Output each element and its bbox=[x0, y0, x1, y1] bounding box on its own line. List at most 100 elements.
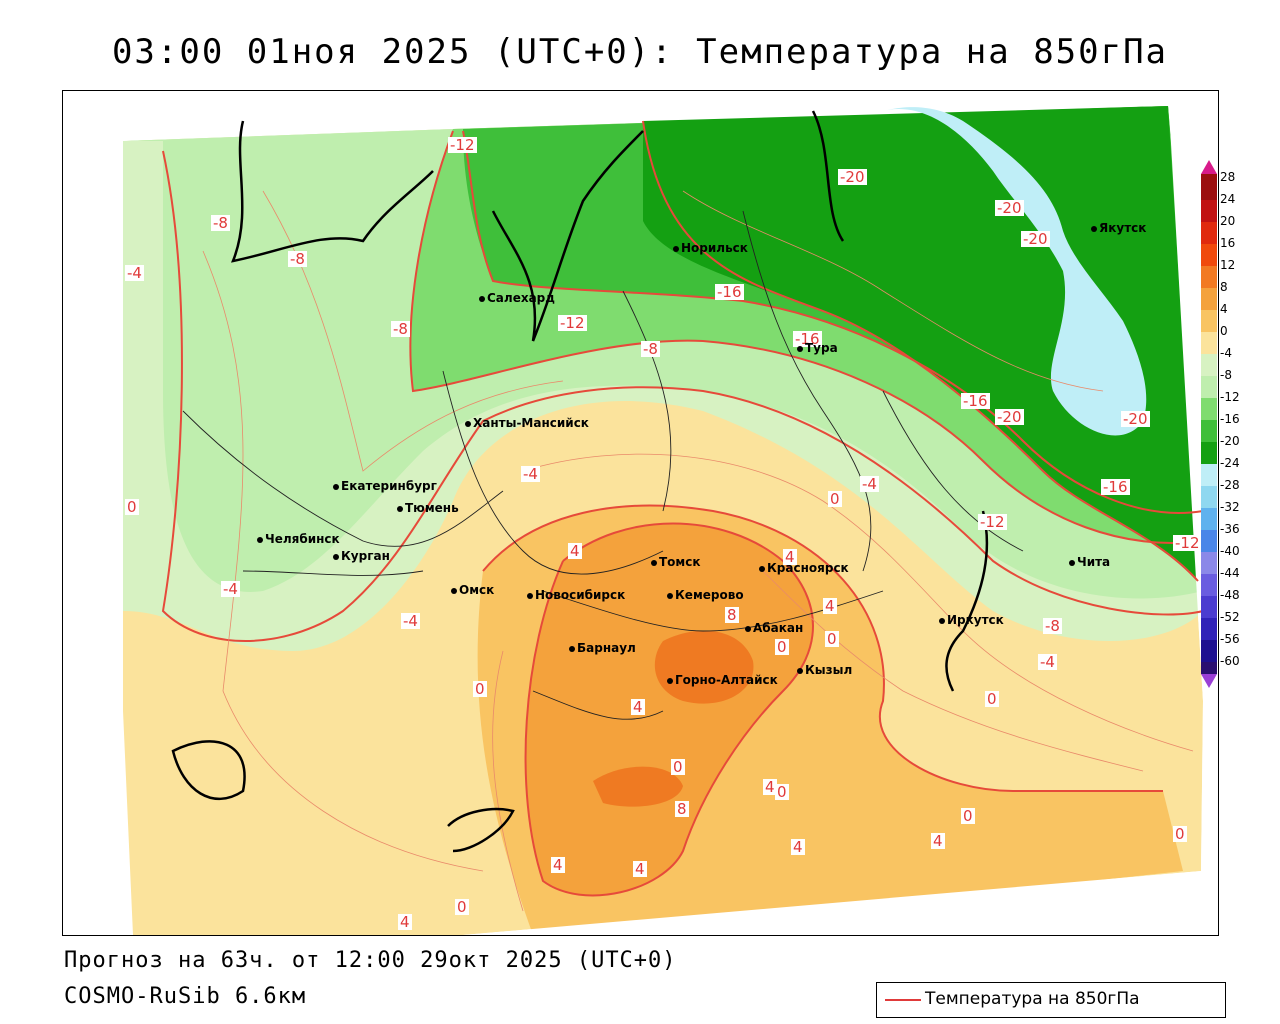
city-label: Кызыл bbox=[805, 663, 853, 677]
scale-tick: -28 bbox=[1220, 478, 1240, 492]
contour-label: 0 bbox=[985, 690, 999, 708]
contour-label: -16 bbox=[1101, 478, 1130, 496]
contour-label: -8 bbox=[391, 320, 410, 338]
city-marker bbox=[759, 565, 765, 572]
scale-tick: -60 bbox=[1220, 654, 1240, 668]
contour-label: 0 bbox=[775, 783, 789, 801]
legend-line-swatch bbox=[885, 999, 921, 1001]
scale-tick: 8 bbox=[1220, 280, 1228, 294]
color-scale bbox=[1201, 160, 1217, 688]
off-domain-left bbox=[63, 91, 133, 935]
city-label: Томск bbox=[659, 555, 701, 569]
contour-label: 4 bbox=[633, 860, 647, 878]
city-ekaterinburg: Екатеринбург bbox=[333, 479, 437, 493]
scale-seg bbox=[1201, 288, 1217, 310]
scale-tick: -24 bbox=[1220, 456, 1240, 470]
contour-label: 0 bbox=[828, 490, 842, 508]
city-tyumen: Тюмень bbox=[397, 501, 459, 515]
city-label: Барнаул bbox=[577, 641, 636, 655]
scale-seg bbox=[1201, 376, 1217, 398]
contour-label: -8 bbox=[641, 340, 660, 358]
city-barnaul: Барнаул bbox=[569, 641, 636, 655]
contour-label: 4 bbox=[631, 698, 645, 716]
city-label: Иркутск bbox=[947, 613, 1004, 627]
city-marker bbox=[745, 625, 751, 632]
contour-label: 8 bbox=[725, 606, 739, 624]
scale-seg bbox=[1201, 200, 1217, 222]
city-marker bbox=[1069, 559, 1075, 566]
city-label: Челябинск bbox=[265, 532, 340, 546]
city-omsk: Омск bbox=[451, 583, 494, 597]
city-label: Салехард bbox=[487, 291, 555, 305]
city-marker bbox=[451, 587, 457, 594]
city-salekhard: Салехард bbox=[479, 291, 555, 305]
contour-label: 4 bbox=[763, 778, 777, 796]
contour-label: -20 bbox=[1021, 230, 1050, 248]
contour-label: 0 bbox=[825, 630, 839, 648]
contour-label: 4 bbox=[398, 913, 412, 931]
scale-seg bbox=[1201, 222, 1217, 244]
city-label: Чита bbox=[1077, 555, 1111, 569]
scale-bottom-arrow bbox=[1201, 674, 1217, 688]
scale-seg bbox=[1201, 174, 1217, 200]
scale-seg bbox=[1201, 464, 1217, 486]
off-domain-bottom-right bbox=[463, 871, 1218, 935]
scale-tick: 28 bbox=[1220, 170, 1236, 184]
contour-label: -4 bbox=[860, 475, 879, 493]
scale-seg bbox=[1201, 486, 1217, 508]
city-label: Тура bbox=[805, 341, 838, 355]
contour-label: -8 bbox=[1043, 617, 1062, 635]
contour-label: -4 bbox=[521, 465, 540, 483]
contour-label: -12 bbox=[558, 314, 587, 332]
city-label: Ханты-Мансийск bbox=[473, 416, 589, 430]
contour-label: 0 bbox=[775, 638, 789, 656]
contour-label: 4 bbox=[551, 856, 565, 874]
contour-label: 4 bbox=[783, 548, 797, 566]
city-marker bbox=[257, 536, 263, 543]
contour-label: -16 bbox=[793, 330, 822, 348]
city-abakan: Абакан bbox=[745, 621, 803, 635]
field-12-16 bbox=[654, 630, 754, 704]
city-label: Тюмень bbox=[405, 501, 459, 515]
scale-tick: -56 bbox=[1220, 632, 1240, 646]
contour-label: -20 bbox=[995, 408, 1024, 426]
admin-borders bbox=[182, 210, 1024, 720]
scale-seg bbox=[1201, 574, 1217, 596]
scale-seg bbox=[1201, 420, 1217, 442]
scale-seg bbox=[1201, 354, 1217, 376]
city-marker bbox=[939, 617, 945, 624]
field-12-16-b bbox=[593, 766, 683, 807]
city-chelyabinsk: Челябинск bbox=[257, 532, 340, 546]
scale-tick: -16 bbox=[1220, 412, 1240, 426]
city-norilsk: Норильск bbox=[673, 241, 748, 255]
city-marker bbox=[479, 295, 485, 302]
city-marker bbox=[333, 483, 339, 490]
scale-seg bbox=[1201, 266, 1217, 288]
contour-label: -8 bbox=[288, 250, 307, 268]
field-below-minus20 bbox=[883, 107, 1147, 436]
city-khanty-mansiysk: Ханты-Мансийск bbox=[465, 416, 589, 430]
city-label: Абакан bbox=[753, 621, 804, 635]
temperature-map[interactable]: -12 -20 -20 -20 -8 -8 -4 -16 -12 -8 -16 … bbox=[62, 90, 1219, 936]
city-label: Курган bbox=[341, 549, 390, 563]
city-marker bbox=[651, 559, 657, 566]
city-label: Красноярск bbox=[767, 561, 849, 575]
scale-tick: -48 bbox=[1220, 588, 1240, 602]
city-novosibirsk: Новосибирск bbox=[527, 588, 625, 602]
contour-label: -12 bbox=[448, 136, 477, 154]
city-marker bbox=[465, 420, 471, 427]
city-kemerovo: Кемерово bbox=[667, 588, 744, 602]
contour-label: -8 bbox=[211, 214, 230, 232]
scale-seg bbox=[1201, 332, 1217, 354]
contour-label: 0 bbox=[455, 898, 469, 916]
contour-label: -20 bbox=[838, 168, 867, 186]
city-marker bbox=[397, 505, 403, 512]
contour-label: -16 bbox=[715, 283, 744, 301]
city-marker bbox=[673, 245, 679, 252]
scale-seg bbox=[1201, 310, 1217, 332]
contour-label: 0 bbox=[1173, 825, 1187, 843]
city-krasnoyarsk: Красноярск bbox=[759, 561, 849, 575]
scale-seg bbox=[1201, 442, 1217, 464]
scale-seg bbox=[1201, 618, 1217, 640]
scale-tick: -40 bbox=[1220, 544, 1240, 558]
